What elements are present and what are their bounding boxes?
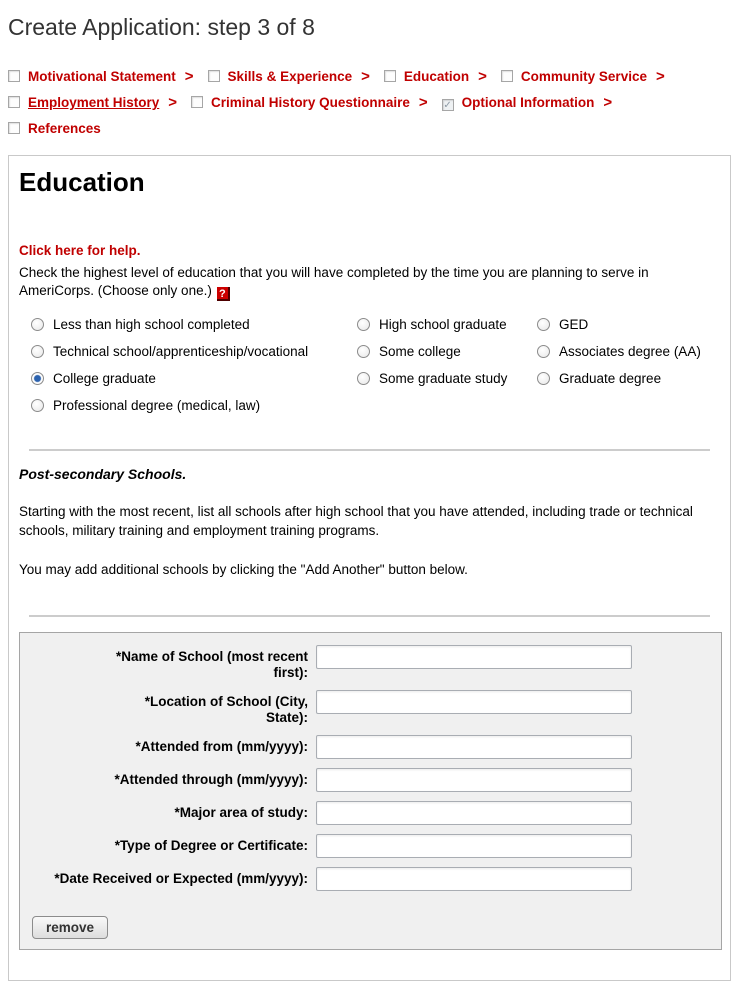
degree-type-input[interactable] [316, 834, 632, 858]
field-row-attended-through: *Attended through (mm/yyyy): [32, 768, 709, 792]
field-row-date-received: *Date Received or Expected (mm/yyyy): [32, 867, 709, 891]
radio-option-professional-degree[interactable]: Professional degree (medical, law) [31, 398, 357, 413]
breadcrumb-item-motivational-statement[interactable]: Motivational Statement > [8, 64, 194, 90]
radio-label: GED [559, 317, 589, 332]
school-name-label: *Name of School (most recent first): [115, 649, 308, 680]
field-row-degree-type: *Type of Degree or Certificate: [32, 834, 709, 858]
radio-label: Less than high school completed [53, 317, 250, 332]
radio-option-associates-degree[interactable]: Associates degree (AA) [537, 344, 720, 359]
field-row-attended-from: *Attended from (mm/yyyy): [32, 735, 709, 759]
help-link[interactable]: Click here for help. [19, 243, 141, 258]
attended-through-label: *Attended through (mm/yyyy): [114, 772, 308, 787]
breadcrumb-link[interactable]: References [28, 121, 101, 136]
education-panel: Education Click here for help. Check the… [8, 155, 731, 981]
section-heading: Education [19, 167, 145, 197]
breadcrumb-link[interactable]: Community Service [520, 69, 647, 84]
post-secondary-heading: Post-secondary Schools. [19, 466, 187, 482]
education-instructions: Check the highest level of education tha… [19, 264, 719, 301]
radio-input[interactable] [31, 372, 44, 385]
radio-label: Some graduate study [379, 371, 508, 386]
date-received-label: *Date Received or Expected (mm/yyyy): [54, 871, 308, 886]
radio-label: Graduate degree [559, 371, 662, 386]
radio-option-less-than-high-school[interactable]: Less than high school completed [31, 317, 357, 332]
breadcrumb-link[interactable]: Skills & Experience [227, 69, 353, 84]
chevron-separator: > [168, 94, 178, 111]
radio-input[interactable] [357, 345, 370, 358]
breadcrumb-item-optional-information[interactable]: Optional Information > [441, 90, 613, 116]
school-location-label: *Location of School (City, State): [144, 694, 308, 725]
radio-option-graduate-degree[interactable]: Graduate degree [537, 371, 720, 386]
degree-type-label: *Type of Degree or Certificate: [114, 838, 308, 853]
school-location-input[interactable] [316, 690, 632, 714]
checkbox-icon [500, 70, 513, 82]
radio-label: Technical school/apprenticeship/vocation… [53, 344, 309, 359]
radio-input[interactable] [357, 372, 370, 385]
radio-option-high-school-graduate[interactable]: High school graduate [357, 317, 537, 332]
school-name-input[interactable] [316, 645, 632, 669]
attended-through-input[interactable] [316, 768, 632, 792]
page-title: Create Application: step 3 of 8 [8, 14, 315, 40]
divider [29, 615, 710, 617]
major-label: *Major area of study: [174, 805, 308, 820]
checkbox-icon [8, 122, 20, 134]
radio-label: Some college [379, 344, 461, 359]
instructions-text: Check the highest level of education tha… [19, 265, 649, 298]
help-question-icon[interactable]: ? [216, 287, 230, 301]
breadcrumb-link[interactable]: Education [403, 69, 470, 84]
major-input[interactable] [316, 801, 632, 825]
field-row-school-location: *Location of School (City, State): [32, 690, 709, 726]
radio-input[interactable] [537, 345, 550, 358]
radio-label: College graduate [53, 371, 156, 386]
checkbox-icon [8, 96, 20, 108]
post-secondary-paragraph-1: Starting with the most recent, list all … [19, 504, 693, 538]
chevron-separator: > [478, 68, 487, 85]
breadcrumb-item-skills-experience[interactable]: Skills & Experience > [207, 64, 370, 90]
checkbox-icon [207, 70, 220, 82]
breadcrumb-link[interactable]: Criminal History Questionnaire [211, 95, 410, 110]
breadcrumb-item-criminal-history[interactable]: Criminal History Questionnaire > [191, 90, 428, 116]
education-level-options: Less than high school completed High sch… [31, 317, 720, 413]
radio-input[interactable] [31, 318, 44, 331]
chevron-separator: > [418, 94, 428, 111]
radio-option-technical-school[interactable]: Technical school/apprenticeship/vocation… [31, 344, 357, 359]
radio-option-some-graduate-study[interactable]: Some graduate study [357, 371, 537, 386]
chevron-separator: > [655, 68, 665, 85]
attended-from-input[interactable] [316, 735, 632, 759]
chevron-separator: > [603, 94, 613, 111]
breadcrumb-link[interactable]: Employment History [28, 95, 160, 110]
radio-input[interactable] [357, 318, 370, 331]
checkbox-icon [441, 99, 454, 111]
attended-from-label: *Attended from (mm/yyyy): [135, 739, 308, 754]
radio-label: Associates degree (AA) [559, 344, 701, 359]
checkbox-icon [191, 96, 204, 108]
field-row-major: *Major area of study: [32, 801, 709, 825]
breadcrumb: Motivational Statement > Skills & Experien… [8, 64, 731, 142]
radio-option-college-graduate[interactable]: College graduate [31, 371, 357, 386]
checkbox-icon [8, 70, 20, 82]
date-received-input[interactable] [316, 867, 632, 891]
radio-label: Professional degree (medical, law) [53, 398, 261, 413]
remove-button[interactable]: remove [32, 916, 109, 939]
post-secondary-paragraph-2: You may add additional schools by clicki… [19, 562, 468, 577]
breadcrumb-link[interactable]: Optional Information [461, 95, 595, 110]
radio-input[interactable] [31, 345, 44, 358]
chevron-separator: > [184, 68, 194, 85]
breadcrumb-item-references[interactable]: References [8, 116, 101, 142]
breadcrumb-item-education[interactable]: Education > [383, 64, 487, 90]
radio-input[interactable] [537, 372, 550, 385]
field-row-school-name: *Name of School (most recent first): [32, 645, 709, 681]
checkbox-icon [383, 70, 396, 82]
divider [29, 449, 710, 451]
breadcrumb-item-employment-history[interactable]: Employment History > [8, 90, 177, 116]
radio-option-ged[interactable]: GED [537, 317, 720, 332]
radio-option-some-college[interactable]: Some college [357, 344, 537, 359]
school-fieldset: *Name of School (most recent first): *Lo… [19, 632, 722, 950]
radio-label: High school graduate [379, 317, 507, 332]
breadcrumb-item-community-service[interactable]: Community Service > [500, 64, 665, 90]
radio-input[interactable] [31, 399, 44, 412]
chevron-separator: > [361, 68, 370, 85]
radio-input[interactable] [537, 318, 550, 331]
breadcrumb-link[interactable]: Motivational Statement [28, 69, 176, 84]
